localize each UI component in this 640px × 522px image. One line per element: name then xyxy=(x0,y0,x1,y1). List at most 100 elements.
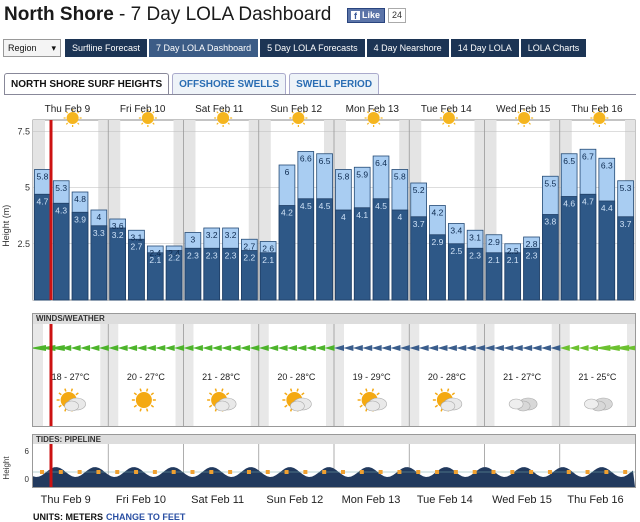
facebook-icon: f xyxy=(351,10,360,21)
wind-arrow-icon xyxy=(622,345,635,351)
bar-dark xyxy=(485,252,503,301)
wind-arrow-icon xyxy=(371,345,382,351)
bar-label-top: 2.6 xyxy=(262,244,274,254)
wind-arrow-icon xyxy=(286,345,297,351)
bar-label-bottom: 2.3 xyxy=(187,250,199,260)
wind-arrow-icon xyxy=(613,345,630,351)
wind-arrow-icon xyxy=(136,345,147,351)
bar-dark xyxy=(259,252,277,301)
y-tick-label: 2.5 xyxy=(17,239,30,249)
tide-marker xyxy=(472,470,477,474)
wind-arrow-icon xyxy=(211,345,222,351)
tab-swell-period[interactable]: SWELL PERIOD xyxy=(289,73,380,94)
wind-arrow-icon xyxy=(409,345,420,351)
partly-cloudy-icon xyxy=(357,388,387,412)
bar-label-bottom: 3.8 xyxy=(544,217,556,227)
tide-marker xyxy=(397,470,402,474)
bar-label-top: 6 xyxy=(285,167,290,177)
cloudy-icon xyxy=(508,397,538,412)
units-bar: UNITS: METERS CHANGE TO FEET xyxy=(33,512,185,522)
bar-label-bottom: 2.2 xyxy=(243,253,255,263)
top-nav: Region ▾ Surfline Forecast 7 Day LOLA Dash… xyxy=(3,39,587,57)
bar-label-top: 2.8 xyxy=(526,239,538,249)
bar-label-top: 2.4 xyxy=(168,248,180,258)
sun-icon xyxy=(439,109,458,127)
bar-dark xyxy=(579,193,597,301)
sun-icon xyxy=(138,109,157,127)
wind-arrow-icon xyxy=(559,345,570,351)
bar-label-top: 2.4 xyxy=(149,248,161,258)
wind-arrow-icon xyxy=(249,345,260,351)
bar-label-top: 2.5 xyxy=(507,246,519,256)
bar-label-top: 2.7 xyxy=(243,241,255,251)
nav-button-4-day-nearshore[interactable]: 4 Day Nearshore xyxy=(366,39,449,57)
bottom-day-label: Wed Feb 15 xyxy=(492,494,552,506)
wind-arrow-icon xyxy=(268,345,279,351)
y-tick-label: 7.5 xyxy=(17,126,30,136)
tide-marker xyxy=(115,470,120,474)
bar-dark xyxy=(447,243,465,301)
wind-arrow-icon xyxy=(164,345,175,351)
bar-dark xyxy=(222,247,239,301)
nav-button-surfline-forecast[interactable]: Surfline Forecast xyxy=(65,39,148,57)
wind-arrow-icon xyxy=(503,345,514,351)
bottom-day-label: Mon Feb 13 xyxy=(341,494,401,506)
tide-marker xyxy=(303,470,308,474)
temperature-range: 21 - 25°C xyxy=(578,372,617,382)
bar-dark xyxy=(241,250,258,301)
wind-arrow-icon xyxy=(587,345,598,351)
bar-dark xyxy=(335,209,352,301)
region-select[interactable]: Region ▾ xyxy=(3,39,61,57)
wind-arrow-icon xyxy=(221,345,232,351)
bar-label-top: 5.2 xyxy=(413,185,425,195)
facebook-like[interactable]: f Like 24 xyxy=(347,7,407,23)
tide-y-axis: Height 6 0 xyxy=(2,447,30,484)
tide-marker xyxy=(96,470,101,474)
tide-marker xyxy=(566,470,571,474)
facebook-like-button[interactable]: f Like xyxy=(347,7,386,23)
nav-button-14-day-lola[interactable]: 14 Day LOLA xyxy=(450,39,519,57)
nav-button-5-day-lola-forecasts[interactable]: 5 Day LOLA Forecasts xyxy=(260,39,365,57)
tide-marker xyxy=(378,470,383,474)
bar-label-bottom: 2.1 xyxy=(262,255,274,265)
nav-button-lola-charts[interactable]: LOLA Charts xyxy=(520,39,587,57)
bar-label-bottom: 3.7 xyxy=(413,219,425,229)
wind-arrow-icon xyxy=(324,345,335,351)
tide-marker xyxy=(453,470,458,474)
bar-label-top: 6.4 xyxy=(375,158,387,168)
bar-dark xyxy=(316,198,333,301)
bar-label-bottom: 2.9 xyxy=(432,237,444,247)
bar-label-bottom: 3.7 xyxy=(620,219,632,229)
wind-arrow-icon xyxy=(277,345,288,351)
tide-chart xyxy=(33,444,635,487)
bar-label-top: 5.9 xyxy=(356,169,368,179)
bar-label-bottom: 2.7 xyxy=(131,241,143,251)
bar-dark xyxy=(184,247,202,301)
day-label: Thu Feb 9 xyxy=(44,104,91,115)
tide-marker xyxy=(341,470,345,474)
bar-label-bottom: 2.3 xyxy=(225,250,237,260)
tide-marker xyxy=(322,470,327,474)
wind-arrow-icon xyxy=(531,345,542,351)
wind-arrow-icon xyxy=(569,345,580,351)
page-title: North Shore - 7 Day LOLA Dashboard xyxy=(4,4,332,25)
wind-arrow-icon xyxy=(48,345,65,351)
tide-marker xyxy=(134,470,139,474)
temperature-range: 19 - 29°C xyxy=(353,372,392,382)
bar-label-top: 3.1 xyxy=(469,232,481,242)
temperature-range: 21 - 28°C xyxy=(202,372,241,382)
bar-label-top: 6.7 xyxy=(582,151,594,161)
tide-marker xyxy=(435,470,440,474)
wind-arrow-icon xyxy=(428,345,439,351)
bar-dark xyxy=(203,247,221,301)
day-label: Tue Feb 14 xyxy=(420,104,472,115)
bar-label-top: 5.3 xyxy=(55,183,67,193)
nav-button-7-day-lola-dashboard[interactable]: 7 Day LOLA Dashboard xyxy=(149,39,259,57)
temperature-range: 21 - 27°C xyxy=(503,372,542,382)
bar-dark xyxy=(109,227,126,301)
change-units-link[interactable]: CHANGE TO FEET xyxy=(106,512,186,522)
bar-label-top: 5.8 xyxy=(394,172,406,182)
bar-label-top: 5.5 xyxy=(544,178,556,188)
tab-north-shore-surf-heights[interactable]: NORTH SHORE SURF HEIGHTS xyxy=(4,73,170,94)
tab-offshore-swells[interactable]: OFFSHORE SWELLS xyxy=(172,73,287,94)
